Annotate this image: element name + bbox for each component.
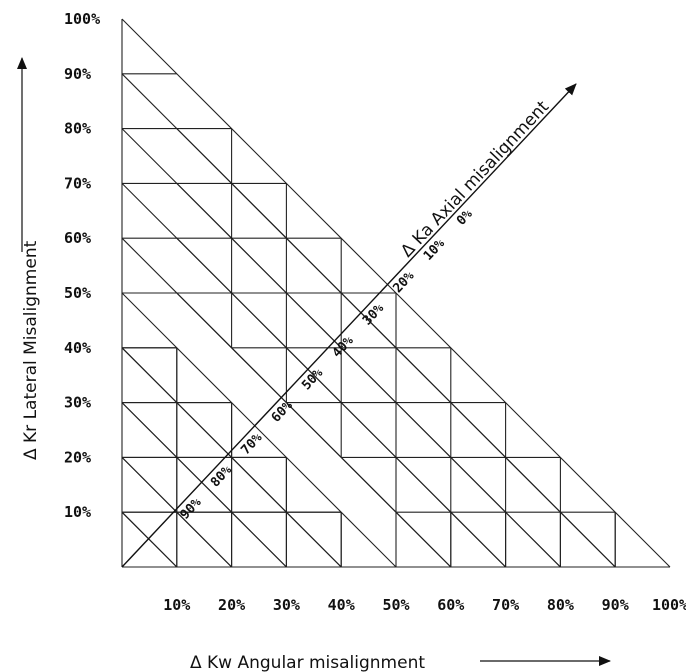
x-tick-label: 20%	[218, 596, 245, 614]
diagonal-grid-line	[121, 183, 506, 568]
diagonal-tick-label: 80%	[208, 463, 235, 491]
diagonal-grid-line	[121, 128, 561, 568]
x-tick-label: 10%	[163, 596, 190, 614]
diagonal-tick-label: 50%	[299, 366, 326, 394]
x-tick-label: 100%	[652, 596, 686, 614]
y-tick-label: 70%	[64, 174, 91, 192]
y-tick-label: 40%	[64, 339, 91, 357]
x-tick-label: 70%	[492, 596, 519, 614]
y-tick-label: 60%	[64, 229, 91, 247]
diagonal-grid-line	[121, 402, 287, 568]
y-axis-title: Δ Kr Lateral Misalignment	[21, 240, 41, 460]
x-axis-ticks: 10% 20% 30% 40% 50% 60% 70% 80% 90% 100%	[163, 596, 686, 614]
y-axis-ticks: 10% 20% 30% 40% 50% 60% 70% 80% 90% 100%	[64, 10, 100, 521]
diagonal-axis-title: Δ Ka Axial misalignment	[397, 97, 553, 262]
y-tick-label: 80%	[64, 120, 91, 138]
x-axis-title-group: Δ Kw Angular misalignment	[190, 653, 611, 672]
diagonal-grid-line	[121, 347, 342, 568]
x-tick-label: 50%	[382, 596, 409, 614]
x-tick-label: 90%	[602, 596, 629, 614]
y-tick-label: 50%	[64, 284, 91, 302]
x-axis-title: Δ Kw Angular misalignment	[190, 653, 425, 672]
diagonal-tick-label: 70%	[238, 430, 265, 458]
triangle-grid	[121, 18, 671, 568]
diagonal-grid-line	[121, 292, 397, 568]
diagonal-tick-label: 90%	[178, 495, 205, 523]
diagonal-axis-ticks: 90%80%70%60%50%40%30%20%10%0%	[178, 207, 476, 523]
y-tick-label: 20%	[64, 448, 91, 466]
diagonal-tick-label: 30%	[360, 301, 387, 329]
axial-axis-line	[121, 83, 577, 568]
diagonal-grid-line	[121, 457, 232, 568]
y-axis-title-group: Δ Kr Lateral Misalignment	[17, 57, 41, 460]
y-tick-label: 100%	[64, 10, 100, 28]
y-tick-label: 30%	[64, 394, 91, 412]
x-tick-label: 30%	[273, 596, 300, 614]
diagonal-grid-line	[121, 237, 452, 568]
y-tick-label: 10%	[64, 503, 91, 521]
x-tick-label: 60%	[437, 596, 464, 614]
diagonal-tick-label: 40%	[330, 333, 357, 361]
x-tick-label: 40%	[328, 596, 355, 614]
diagonal-grid-line	[121, 511, 178, 568]
diagonal-grid-line	[121, 73, 616, 568]
y-tick-label: 90%	[64, 65, 91, 83]
x-tick-label: 80%	[547, 596, 574, 614]
